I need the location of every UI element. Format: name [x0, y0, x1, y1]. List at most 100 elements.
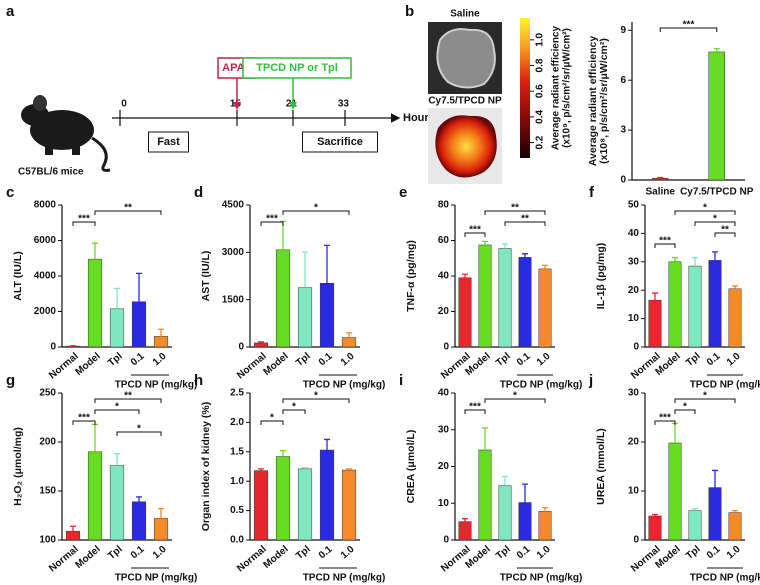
bar — [131, 301, 147, 348]
bar — [87, 258, 103, 348]
bar — [153, 336, 169, 348]
significance-bracket — [282, 409, 306, 414]
significance-bracket — [260, 420, 284, 425]
y-tick-label: 1.0 — [230, 476, 244, 487]
panel-label: i — [399, 372, 403, 389]
x-tick-label: 1.0 — [725, 351, 743, 369]
significance-label: * — [513, 391, 517, 402]
event-label: TPCD NP or Tpl — [256, 62, 338, 74]
x-tick-label: Normal — [235, 351, 269, 382]
x-tick-label: Normal — [47, 544, 81, 575]
y-tick-label: 0.0 — [230, 535, 244, 546]
mouse-icon — [21, 95, 111, 172]
bar — [319, 449, 335, 541]
axis-line — [631, 22, 745, 181]
significance-label: *** — [683, 20, 695, 31]
bar — [648, 299, 662, 348]
y-tick-label: 10 — [628, 486, 640, 497]
error-bar — [114, 287, 120, 309]
colorbar — [520, 18, 530, 158]
y-tick-label: 0 — [50, 342, 56, 353]
bar — [538, 268, 552, 348]
bar — [708, 487, 722, 541]
group-label: TPCD NP (mg/kg) — [115, 573, 198, 584]
group-label: TPCD NP (mg/kg) — [690, 573, 760, 584]
error-bar — [652, 513, 658, 516]
y-tick-label: 30 — [438, 424, 450, 435]
bar — [458, 521, 472, 541]
bar — [131, 501, 147, 541]
error-bar — [482, 240, 488, 245]
significance-bracket — [282, 210, 350, 215]
bar — [688, 510, 702, 541]
y-axis-label: IL-1β (pg/mg) — [595, 243, 607, 309]
significance-bracket — [464, 409, 486, 414]
group-label: TPCD NP (mg/kg) — [500, 380, 583, 391]
significance-label: * — [137, 424, 141, 435]
bar — [518, 257, 532, 348]
y-tick-label: 100 — [39, 535, 56, 546]
x-tick-label: Normal — [235, 544, 269, 575]
error-bar — [136, 272, 142, 302]
y-tick-label: 2000 — [34, 306, 57, 317]
error-bar — [672, 256, 678, 262]
y-tick-label: 80 — [438, 200, 450, 211]
significance-label: * — [270, 413, 274, 424]
event-box — [242, 57, 352, 79]
y-tick-label: 1.5 — [230, 446, 244, 457]
colorbar-tick-label: 0.4 — [535, 110, 546, 124]
unit-label: Hours — [403, 112, 435, 124]
panel-label: b — [405, 3, 414, 20]
significance-bracket — [674, 210, 736, 215]
bar — [275, 456, 291, 541]
bar — [253, 470, 269, 541]
y-tick-label: 0 — [443, 342, 449, 353]
bar — [478, 449, 492, 541]
group-label: TPCD NP (mg/kg) — [303, 573, 386, 584]
y-tick-label: 9 — [620, 25, 626, 36]
colorbar-tick-label: 1.0 — [535, 32, 546, 46]
y-tick-label: 1500 — [222, 294, 245, 305]
x-tick-label: 0.1 — [129, 351, 147, 369]
y-tick-label: 8000 — [34, 200, 57, 211]
bar — [275, 249, 291, 348]
error-bar — [302, 467, 308, 469]
group-label: TPCD NP (mg/kg) — [303, 380, 386, 391]
error-bar — [92, 242, 98, 260]
significance-bracket — [674, 398, 736, 403]
significance-label: *** — [266, 214, 278, 225]
error-bar — [672, 422, 678, 443]
panel-label: c — [6, 184, 14, 201]
significance-label: ** — [521, 214, 529, 225]
bar — [518, 502, 532, 541]
x-tick-label: 0.1 — [129, 544, 147, 562]
error-bar — [346, 468, 352, 471]
panel-label: d — [194, 184, 203, 201]
y-tick-label: 0 — [443, 535, 449, 546]
significance-label: * — [703, 391, 707, 402]
x-tick-label: Model — [73, 544, 102, 571]
x-tick-label: Tpl — [494, 351, 513, 369]
y-tick-label: 60 — [438, 235, 450, 246]
significance-bracket — [654, 243, 676, 248]
significance-label: * — [683, 402, 687, 413]
significance-label: *** — [469, 402, 481, 413]
significance-label: ** — [124, 203, 132, 214]
error-bar — [70, 525, 76, 532]
error-bar — [158, 507, 164, 519]
x-tick-label: Tpl — [684, 351, 703, 369]
significance-bracket — [282, 398, 350, 403]
bar — [652, 178, 669, 181]
significance-label: *** — [78, 413, 90, 424]
organ-image — [436, 28, 496, 89]
y-tick-label: 20 — [628, 285, 640, 296]
significance-label: ** — [721, 225, 729, 236]
error-bar — [280, 449, 286, 457]
significance-label: *** — [78, 214, 90, 225]
x-tick-label: 0.1 — [317, 351, 335, 369]
panel-label: j — [588, 372, 593, 389]
x-tick-label: 1.0 — [339, 351, 357, 369]
error-bar — [522, 253, 528, 258]
error-bar — [482, 427, 488, 450]
